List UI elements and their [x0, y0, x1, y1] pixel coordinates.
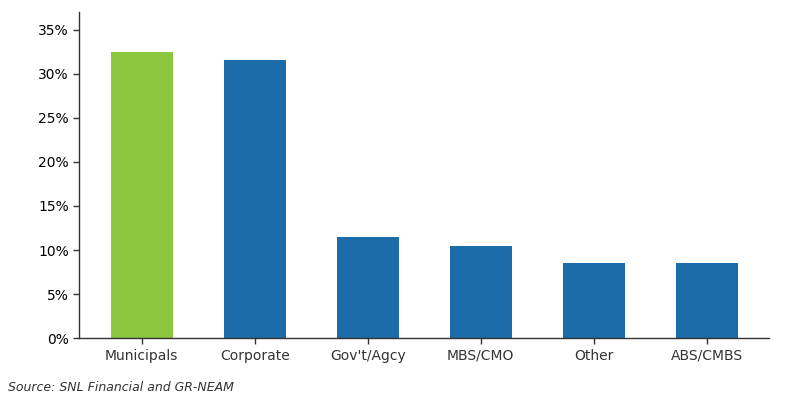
Bar	[111, 52, 173, 338]
Text: Source: SNL Financial and GR-NEAM: Source: SNL Financial and GR-NEAM	[8, 381, 234, 394]
Bar	[563, 263, 625, 338]
Bar	[450, 246, 511, 338]
Bar	[224, 60, 285, 338]
Bar	[337, 237, 399, 338]
Bar	[676, 263, 737, 338]
